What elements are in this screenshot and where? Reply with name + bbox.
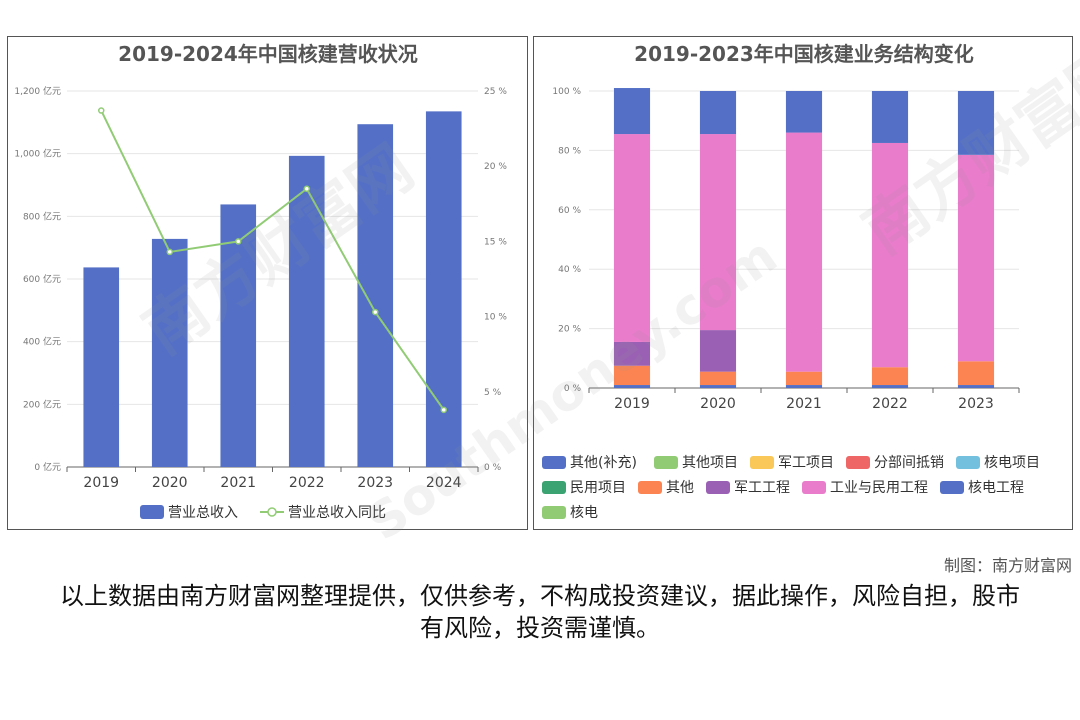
x-tick-label: 2019 <box>83 475 119 491</box>
legend-swatch-revenue <box>140 505 164 519</box>
legend-label: 分部间抵销 <box>874 455 944 471</box>
legend-label: 工业与民用工程 <box>830 480 928 496</box>
legend-label: 核电 <box>570 505 598 521</box>
stack-segment <box>613 365 651 386</box>
revenue-bar <box>288 155 325 468</box>
y-right-tick-label: 5 % <box>484 388 502 398</box>
legend-label: 军工项目 <box>778 455 834 471</box>
x-tick-label: 2020 <box>152 475 188 491</box>
x-tick-label: 2022 <box>872 396 908 412</box>
legend-label: 其他项目 <box>682 455 738 471</box>
x-tick-label: 2023 <box>357 475 393 491</box>
stack-segment <box>785 91 823 133</box>
revenue-bar <box>83 267 120 467</box>
stack-segment <box>699 385 737 388</box>
stack-segment <box>785 371 823 386</box>
legend-swatch <box>542 481 566 494</box>
x-tick-label: 2021 <box>786 396 822 412</box>
stack-segment <box>613 341 651 366</box>
revenue-chart-panel: 2019-2024年中国核建营收状况 0 亿元 200 亿元 400 亿元 600 亿元… <box>7 36 528 530</box>
legend-swatch <box>940 481 964 494</box>
stack-segment <box>871 385 909 388</box>
revenue-bar <box>220 204 257 467</box>
y-left-tick-label: 800 亿元 <box>23 210 61 222</box>
yoy-point <box>303 185 310 193</box>
stack-segment <box>785 132 823 372</box>
stack-segment <box>957 91 995 155</box>
y-right-tick-label: 10 % <box>484 313 507 323</box>
x-tick-label: 2022 <box>289 475 325 491</box>
y-tick-label: 80 % <box>558 146 581 156</box>
yoy-line <box>100 110 445 411</box>
legend-label-yoy: 营业总收入同比 <box>288 505 386 521</box>
stack-segment <box>957 385 995 388</box>
x-tick-label: 2024 <box>426 475 462 491</box>
stack-segment <box>613 88 651 135</box>
y-left-tick-label: 400 亿元 <box>23 336 61 348</box>
structure-chart: 2019-2023年中国核建业务结构变化 0 % 20 % 40 % 60 % 80 % 1… <box>542 42 1040 521</box>
legend-swatch <box>638 481 662 494</box>
legend-label: 其他 <box>666 480 694 496</box>
stack-segment <box>699 91 737 135</box>
x-tick-label: 2020 <box>700 396 736 412</box>
legend-swatch <box>750 456 774 469</box>
legend-swatch <box>802 481 826 494</box>
stack-segment <box>699 330 737 372</box>
legend-swatch <box>706 481 730 494</box>
revenue-bar <box>151 238 188 467</box>
stack-segment <box>699 134 737 331</box>
legend-label: 核电项目 <box>984 455 1040 471</box>
x-tick-label: 2021 <box>220 475 256 491</box>
y-right-tick-label: 25 % <box>484 87 507 97</box>
disclaimer-text: 以上数据由南方财富网整理提供，仅供参考，不构成投资建议，据此操作，风险自担，股市… <box>60 582 1020 642</box>
legend-swatch <box>654 456 678 469</box>
chart-credit: 制图：南方财富网 <box>943 556 1072 575</box>
y-left-tick-label: 600 亿元 <box>23 273 61 285</box>
yoy-point <box>98 107 105 114</box>
y-left-tick-label: 1,000 亿元 <box>14 148 61 160</box>
legend-swatch <box>846 456 870 469</box>
yoy-point <box>372 308 379 316</box>
yoy-point <box>235 238 242 245</box>
y-tick-label: 60 % <box>558 206 581 216</box>
stack-segment <box>957 361 995 386</box>
legend-label: 核电工程 <box>968 480 1024 496</box>
legend-swatch <box>542 456 566 469</box>
y-right-tick-label: 0 % <box>484 463 502 473</box>
legend-label: 其他(补充) <box>570 455 637 471</box>
y-left-tick-label: 1,200 亿元 <box>14 85 61 97</box>
chart-title: 2019-2023年中国核建业务结构变化 <box>634 42 974 66</box>
stack-segment <box>613 385 651 388</box>
y-right-tick-label: 15 % <box>484 237 507 247</box>
y-right-tick-label: 20 % <box>484 162 507 172</box>
legend-label-revenue: 营业总收入 <box>168 505 238 521</box>
revenue-chart: 2019-2024年中国核建营收状况 0 亿元 200 亿元 400 亿元 600 亿元… <box>14 42 507 521</box>
legend-label: 民用项目 <box>570 480 626 496</box>
stack-segment <box>957 154 995 362</box>
y-tick-label: 0 % <box>564 384 582 394</box>
chart-title: 2019-2024年中国核建营收状况 <box>118 42 418 66</box>
stack-segment <box>699 371 737 386</box>
yoy-point <box>440 406 447 414</box>
y-tick-label: 20 % <box>558 325 581 335</box>
y-left-tick-label: 0 亿元 <box>34 461 61 473</box>
stack-segment <box>613 134 651 342</box>
stack-segment <box>785 385 823 388</box>
stack-segment <box>871 91 909 143</box>
legend-swatch <box>956 456 980 469</box>
x-tick-label: 2023 <box>958 396 994 412</box>
stack-segment <box>871 142 909 368</box>
x-tick-label: 2019 <box>614 396 650 412</box>
legend-swatch <box>542 506 566 519</box>
structure-chart-panel: 2019-2023年中国核建业务结构变化 0 % 20 % 40 % 60 % 80 % 1… <box>533 36 1073 530</box>
revenue-bar <box>425 111 462 467</box>
legend-label: 军工工程 <box>734 480 790 496</box>
y-tick-label: 100 % <box>552 87 581 97</box>
revenue-bar <box>357 124 394 468</box>
yoy-point <box>166 248 173 256</box>
y-left-tick-label: 200 亿元 <box>23 398 61 410</box>
y-tick-label: 40 % <box>558 265 581 275</box>
legend-marker-yoy <box>267 507 277 517</box>
stack-segment <box>871 367 909 386</box>
